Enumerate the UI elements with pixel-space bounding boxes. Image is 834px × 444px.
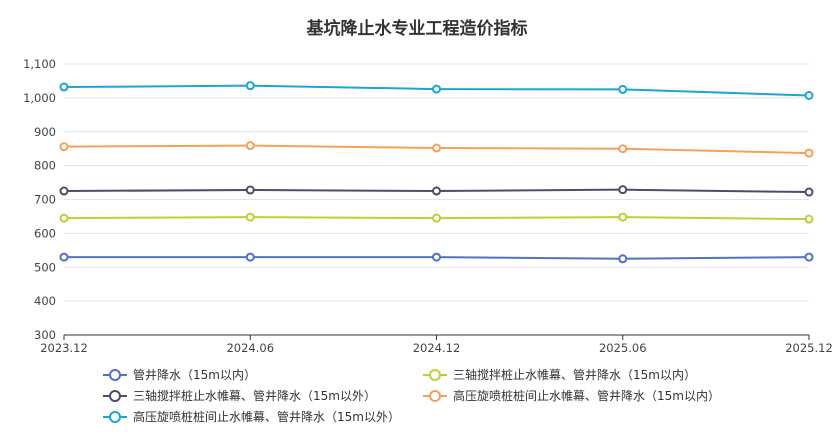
y-tick-label: 500 [34,260,56,274]
grid-lines [64,63,809,302]
legend-marker [429,390,441,402]
x-tick-label: 2025.12 [785,341,833,355]
series-2 [59,212,814,224]
data-point[interactable] [432,252,441,262]
data-point[interactable] [59,82,69,92]
legend-label: 管井降水（15m以内） [133,367,256,382]
data-point[interactable] [618,84,628,94]
data-point[interactable] [432,213,441,223]
series-1 [59,252,814,264]
data-point[interactable] [804,91,814,101]
data-point[interactable] [804,252,814,262]
data-point[interactable] [804,148,814,158]
data-point[interactable] [618,212,628,222]
legend-label: 三轴搅拌桩止水帷幕、管井降水（15m以内） [453,367,696,382]
data-point[interactable] [59,142,69,152]
data-point[interactable] [618,144,628,154]
data-point[interactable] [618,254,628,264]
data-point[interactable] [618,185,628,195]
series-4 [59,141,814,158]
axes: 300 400 500 600 700 800 900 1,000 1,100 2023.12 20… [23,57,833,355]
data-point[interactable] [432,143,441,153]
y-tick-label: 900 [34,125,56,139]
data-point[interactable] [245,141,255,151]
legend-label: 三轴搅拌桩止水帷幕、管井降水（15m以外） [133,388,376,403]
data-point[interactable] [59,186,69,196]
data-point[interactable] [245,81,255,91]
chart-title: 基坑降止水专业工程造价指标 [306,18,528,39]
x-tick-label: 2023.12 [40,341,88,355]
legend-item[interactable]: 高压旋喷桩桩间止水帷幕、管井降水（15m以内） [423,388,720,403]
data-point[interactable] [245,212,255,222]
legend-marker [429,369,441,381]
legend-marker [109,411,121,423]
y-tick-label: 400 [34,294,56,308]
legend-marker [109,369,121,381]
y-tick-label: 1,000 [23,91,56,105]
x-tick-label: 2025.06 [599,341,647,355]
series-3 [59,185,814,197]
y-tick-label: 700 [34,193,56,207]
data-point[interactable] [59,213,69,223]
series-5 [59,81,814,101]
legend-marker [109,390,121,402]
y-tick-label: 600 [34,226,56,240]
data-point[interactable] [245,252,255,262]
x-tick-label: 2024.12 [413,341,461,355]
data-point[interactable] [432,84,441,94]
data-point[interactable] [804,187,814,197]
x-tick-label: 2024.06 [226,341,274,355]
legend: 管井降水（15m以内） 三轴搅拌桩止水帷幕、管井降水（15m以内） 三轴搅拌桩止水帷… [103,367,720,424]
y-tick-label: 300 [34,328,56,342]
series-lines [59,81,814,264]
legend-item[interactable]: 三轴搅拌桩止水帷幕、管井降水（15m以外） [103,388,376,403]
y-tick-label: 1,100 [23,57,56,71]
data-point[interactable] [59,252,69,262]
legend-item[interactable]: 高压旋喷桩桩间止水帷幕、管井降水（15m以外） [103,409,400,424]
data-point[interactable] [804,214,814,224]
legend-item[interactable]: 管井降水（15m以内） [103,367,256,382]
data-point[interactable] [245,185,255,195]
legend-label: 高压旋喷桩桩间止水帷幕、管井降水（15m以外） [133,409,400,424]
legend-label: 高压旋喷桩桩间止水帷幕、管井降水（15m以内） [453,388,720,403]
legend-item[interactable]: 三轴搅拌桩止水帷幕、管井降水（15m以内） [423,367,696,382]
data-point[interactable] [432,186,441,196]
y-tick-label: 800 [34,159,56,173]
